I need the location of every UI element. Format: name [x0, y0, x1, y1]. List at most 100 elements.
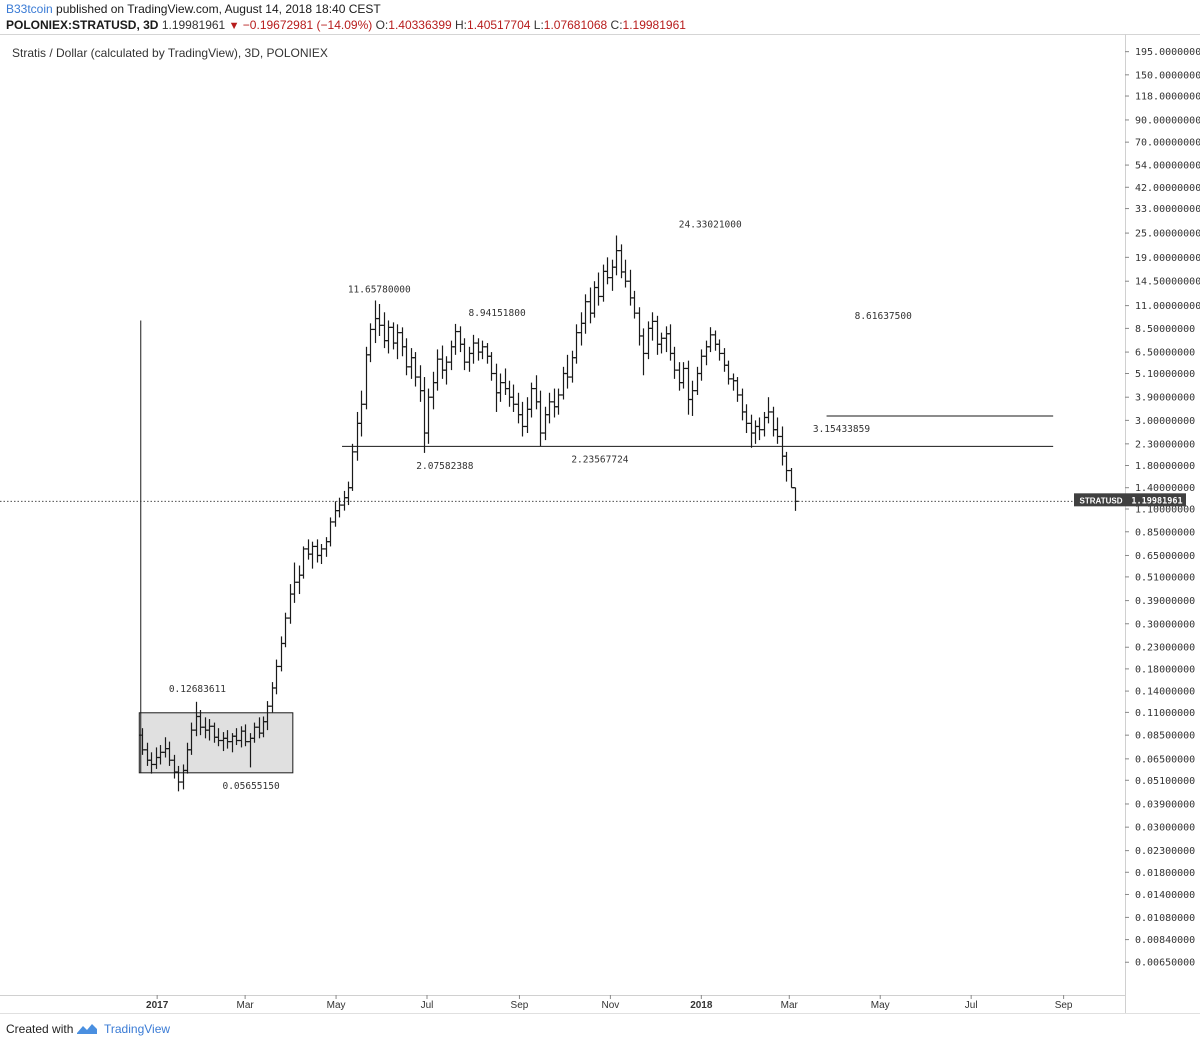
y-tick-label: 0.00650000 [1135, 958, 1195, 969]
x-tick-label: Jul [421, 1000, 434, 1011]
ohlc-bar [358, 390, 365, 437]
tradingview-logo-icon[interactable] [76, 1022, 98, 1036]
ohlc-bar [654, 315, 661, 355]
ohlc-bar [542, 406, 549, 441]
ohlc-bar [555, 388, 562, 415]
price-annotation: 0.05655150 [222, 781, 279, 792]
y-tick-label: 150.00000000 [1135, 70, 1200, 81]
ohlc-bar [305, 539, 312, 560]
ohlc-bar [761, 411, 768, 437]
ohlc-bar [488, 352, 495, 381]
ohlc-bar [461, 338, 468, 371]
ohlc-bar [743, 404, 750, 434]
publish-info: B33tcoin published on TradingView.com, A… [6, 2, 381, 16]
chart-panel[interactable] [0, 34, 1200, 1025]
ohlc-bar [430, 371, 437, 410]
ohlc-bar [421, 377, 428, 453]
ohlc-bar [341, 490, 348, 511]
ohlc-bar [734, 377, 741, 402]
ohlc-bar [765, 397, 772, 424]
ohlc-bar [448, 340, 455, 371]
tradingview-brand[interactable]: TradingView [104, 1022, 171, 1036]
ohlc-bar [774, 417, 781, 444]
ohlc-bar [792, 487, 799, 511]
ohlc-bar [349, 443, 356, 491]
ohlc-bar [417, 365, 424, 402]
ohlc-bar [519, 401, 526, 437]
ohlc-bar [533, 375, 540, 410]
price-annotation: 3.15433859 [813, 424, 870, 435]
price-change: −0.19672981 (−14.09%) [242, 18, 373, 32]
ohlc-bar [658, 332, 665, 354]
ohlc-bar [725, 360, 732, 385]
x-tick-label: 2018 [690, 1000, 713, 1011]
ohlc-bar [376, 304, 383, 336]
created-with-label: Created with [6, 1022, 74, 1036]
ohlc-bar [300, 546, 307, 579]
ohlc-bar [363, 346, 370, 410]
author-link[interactable]: B33tcoin [6, 2, 53, 16]
ohlc-bar [318, 544, 325, 565]
y-tick-label: 42.00000000 [1135, 183, 1200, 194]
ohlc-bar [457, 326, 464, 353]
ohlc-bar [770, 406, 777, 437]
price-tag-value: 1.19981961 [1131, 496, 1182, 506]
ohlc-bar [604, 257, 611, 285]
x-tick-label: Sep [511, 1000, 529, 1011]
y-tick-label: 54.00000000 [1135, 161, 1200, 172]
ohlc-bar [730, 373, 737, 391]
published-text: published on TradingView.com, August 14,… [56, 2, 381, 16]
ohlc-bar [591, 281, 598, 318]
ohlc-bar [372, 300, 379, 344]
ohlc-bar [510, 384, 517, 412]
ohlc-bar [439, 345, 446, 379]
x-tick-label: Mar [781, 1000, 799, 1011]
ohlc-bar [721, 348, 728, 372]
ohlc-bar [515, 392, 522, 424]
ohlc-bar [685, 360, 692, 415]
range-box [138, 712, 294, 774]
ohlc-bar [649, 312, 656, 341]
ohlc-bar [712, 330, 719, 351]
ohlc-bar [336, 497, 343, 518]
open-value: 1.40336399 [388, 18, 452, 32]
ohlc-bar [748, 414, 755, 448]
y-tick-label: 1.80000000 [1135, 461, 1195, 472]
ohlc-bar [703, 340, 710, 366]
ohlc-bar [296, 565, 303, 595]
ohlc-bar [323, 537, 330, 557]
y-tick-label: 0.14000000 [1135, 687, 1195, 698]
ohlc-bar [622, 259, 629, 288]
price-chart[interactable]: 0.12683611 0.05655150 11.65780000 2.0758238… [0, 0, 1200, 1013]
open-label: O: [375, 18, 389, 32]
ohlc-bar [269, 682, 276, 713]
ohlc-bar [560, 366, 567, 400]
ohlc-bar [394, 324, 401, 360]
x-tick-label: Sep [1055, 1000, 1073, 1011]
y-tick-label: 5.10000000 [1135, 369, 1195, 380]
ohlc-bar [569, 350, 576, 383]
ohlc-bar [595, 272, 602, 306]
y-tick-label: 3.90000000 [1135, 393, 1195, 404]
ohlc-bar [640, 328, 647, 376]
ohlc-bar [475, 338, 482, 361]
y-tick-label: 70.00000000 [1135, 138, 1200, 149]
y-tick-label: 2.30000000 [1135, 439, 1195, 450]
ohlc-bar [332, 501, 339, 527]
price-annotation: 24.33021000 [679, 219, 742, 230]
ohlc-bar [609, 259, 616, 291]
ohlc-bar [783, 451, 790, 482]
high-label: H: [455, 18, 468, 32]
ohlc-bar [694, 366, 701, 395]
ohlc-bar [636, 307, 643, 346]
x-tick-label: Nov [601, 1000, 619, 1011]
symbol-label[interactable]: POLONIEX:STRATUSD, 3D [6, 18, 159, 32]
price-annotation: 2.07582388 [416, 461, 473, 472]
y-tick-label: 0.39000000 [1135, 596, 1195, 607]
low-label: L: [533, 18, 544, 32]
ohlc-bar [578, 312, 585, 346]
ohlc-bar [671, 346, 678, 379]
y-tick-label: 1.40000000 [1135, 483, 1195, 494]
y-tick-label: 0.01800000 [1135, 868, 1195, 879]
ohlc-bar [716, 339, 723, 361]
